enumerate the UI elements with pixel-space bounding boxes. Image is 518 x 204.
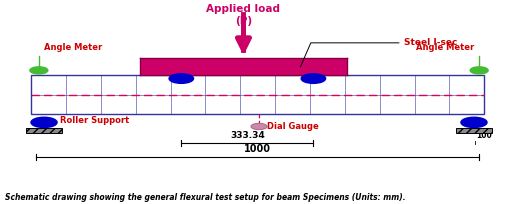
Text: Angle Meter: Angle Meter	[416, 43, 474, 52]
Bar	[140, 58, 347, 75]
Circle shape	[30, 67, 48, 74]
Text: Applied load
(P): Applied load (P)	[207, 4, 280, 26]
Text: 100: 100	[477, 131, 492, 140]
Bar	[26, 128, 62, 133]
Text: Steel I-sec: Steel I-sec	[404, 38, 457, 47]
Circle shape	[169, 74, 194, 83]
Circle shape	[31, 117, 57, 128]
Text: Schematic drawing showing the general flexural test setup for beam Specimens (Un: Schematic drawing showing the general fl…	[5, 193, 406, 202]
Bar	[456, 128, 492, 133]
Bar	[31, 75, 484, 114]
Text: 1000: 1000	[244, 144, 271, 154]
Circle shape	[251, 123, 267, 130]
Circle shape	[470, 67, 488, 74]
Circle shape	[301, 74, 326, 83]
Circle shape	[461, 117, 487, 128]
Text: 333.34: 333.34	[230, 131, 265, 140]
Text: Dial Gauge: Dial Gauge	[267, 122, 319, 131]
Text: Roller Support: Roller Support	[60, 116, 129, 125]
Text: Angle Meter: Angle Meter	[44, 43, 102, 52]
